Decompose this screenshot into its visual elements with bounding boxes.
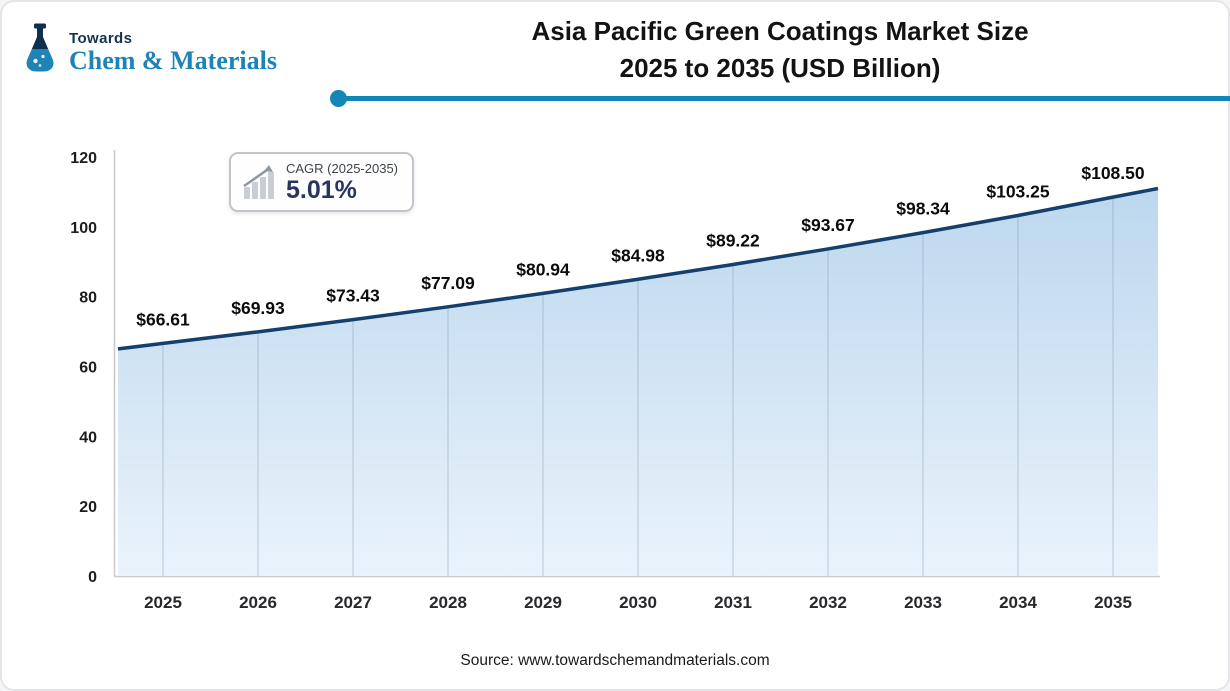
svg-text:120: 120 xyxy=(70,150,97,167)
svg-text:$80.94: $80.94 xyxy=(516,259,570,279)
bar-chart-growth-icon xyxy=(243,165,274,200)
svg-text:2026: 2026 xyxy=(239,593,277,612)
svg-text:2031: 2031 xyxy=(714,593,752,612)
svg-text:$69.93: $69.93 xyxy=(231,298,285,318)
flask-logo-icon xyxy=(26,23,54,72)
header-divider-line xyxy=(341,96,1230,101)
svg-text:0: 0 xyxy=(88,569,97,586)
svg-text:20: 20 xyxy=(79,499,97,516)
svg-text:$84.98: $84.98 xyxy=(611,245,665,265)
page-title: Asia Pacific Green Coatings Market Size … xyxy=(340,13,1220,87)
logo-tagline: Towards xyxy=(69,29,133,47)
page-title-line2: 2025 to 2035 (USD Billion) xyxy=(619,53,941,83)
svg-text:$108.50: $108.50 xyxy=(1081,163,1145,183)
cagr-badge: CAGR (2025-2035) 5.01% xyxy=(229,152,414,213)
svg-text:2034: 2034 xyxy=(999,593,1037,612)
svg-text:60: 60 xyxy=(79,360,97,377)
svg-text:2033: 2033 xyxy=(904,593,942,612)
svg-text:40: 40 xyxy=(79,429,97,446)
logo-brand-text: Chem & Materials xyxy=(69,45,277,75)
svg-text:$77.09: $77.09 xyxy=(421,273,475,293)
svg-text:2030: 2030 xyxy=(619,593,657,612)
svg-text:2028: 2028 xyxy=(429,593,467,612)
page-title-line1: Asia Pacific Green Coatings Market Size xyxy=(531,16,1029,46)
svg-text:2035: 2035 xyxy=(1094,593,1132,612)
svg-text:$98.34: $98.34 xyxy=(896,199,950,219)
svg-text:$93.67: $93.67 xyxy=(801,215,855,235)
svg-text:$73.43: $73.43 xyxy=(326,286,380,306)
cagr-label: CAGR (2025-2035) xyxy=(286,161,398,176)
svg-text:$103.25: $103.25 xyxy=(986,181,1050,201)
svg-text:$66.61: $66.61 xyxy=(136,309,190,329)
header-divider-dot xyxy=(330,90,347,107)
logo: Towards Chem & Materials xyxy=(18,22,277,76)
svg-text:$89.22: $89.22 xyxy=(706,230,760,250)
svg-text:2032: 2032 xyxy=(809,593,847,612)
svg-text:2025: 2025 xyxy=(144,593,182,612)
svg-text:80: 80 xyxy=(79,290,97,307)
svg-text:2027: 2027 xyxy=(334,593,372,612)
cagr-value: 5.01% xyxy=(286,176,357,204)
source-text: Source: www.towardschemandmaterials.com xyxy=(460,652,770,669)
svg-text:100: 100 xyxy=(70,220,97,237)
svg-text:2029: 2029 xyxy=(524,593,562,612)
